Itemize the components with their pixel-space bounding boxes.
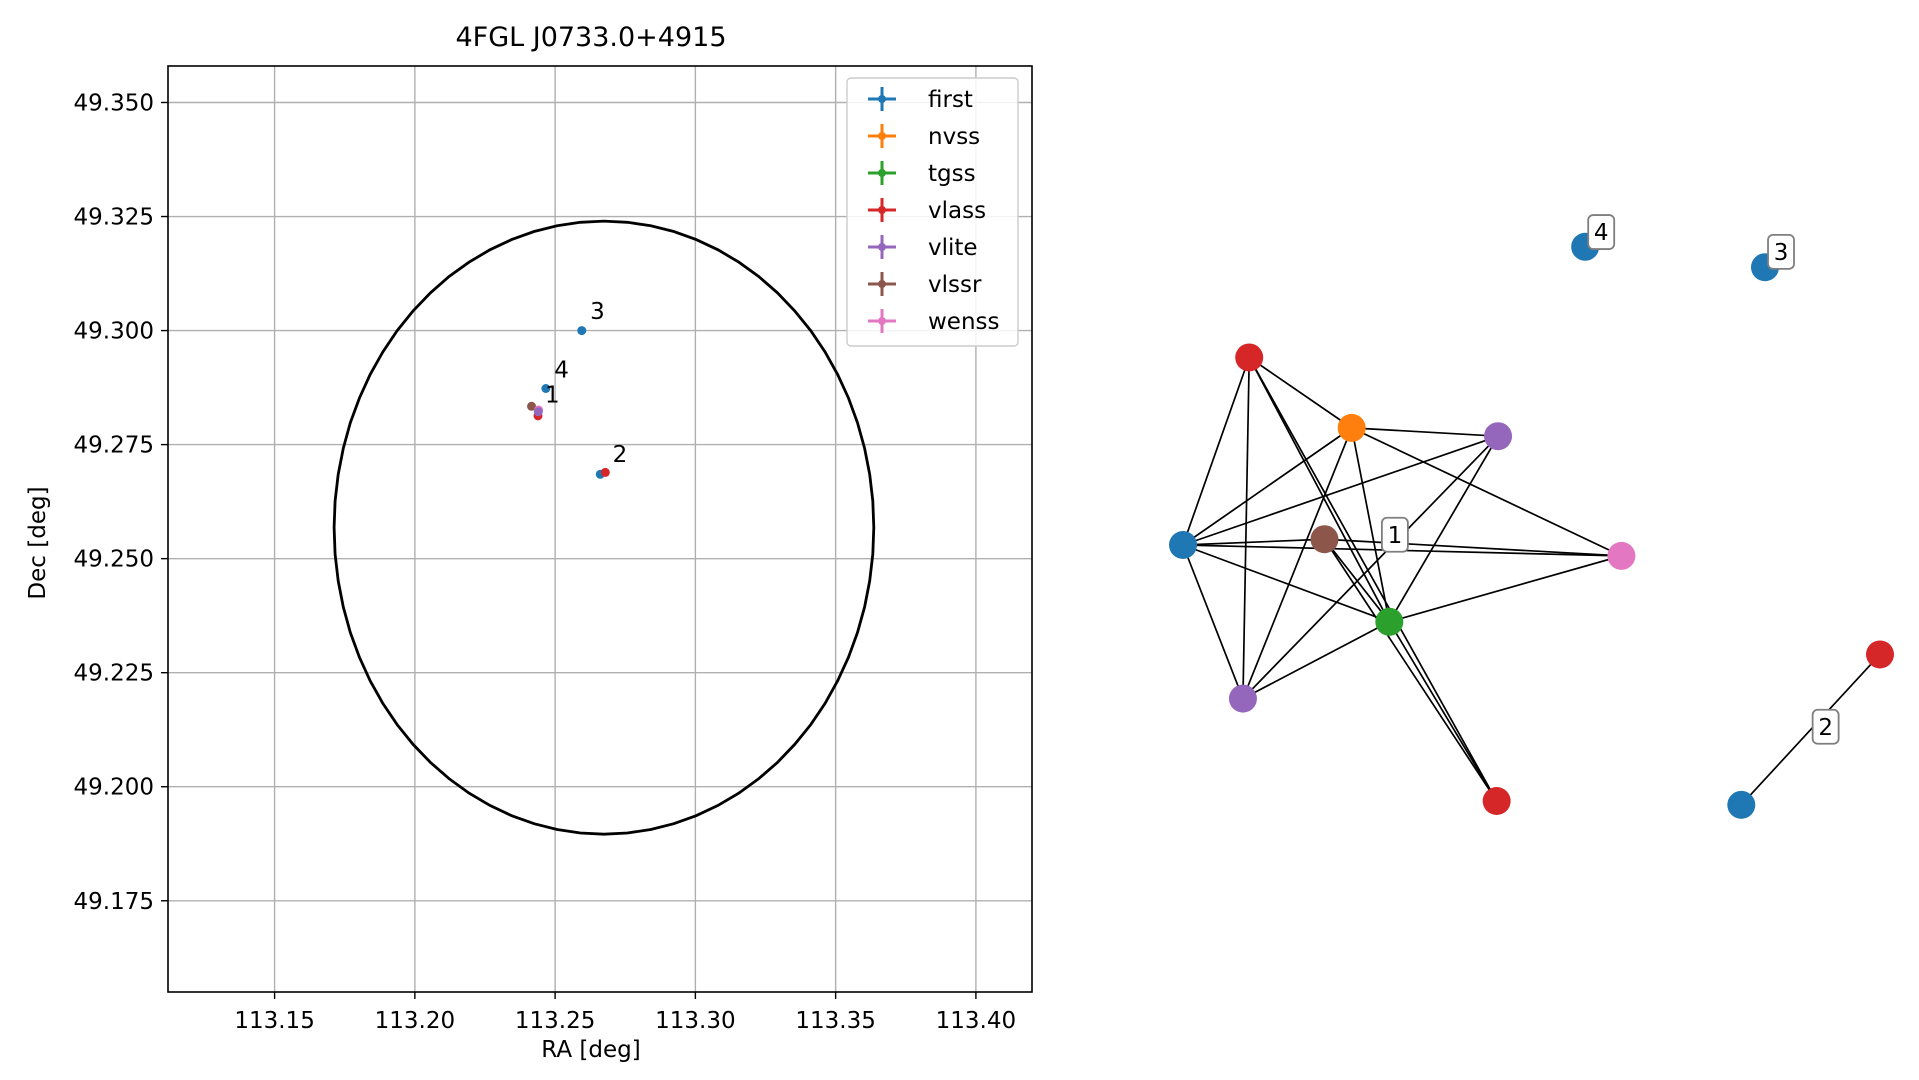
graph-edge (1389, 555, 1622, 623)
association-graph: 1 4 3 2 (1169, 214, 1894, 819)
x-tick-label: 113.35 (795, 1008, 875, 1034)
graph-labels: 1 4 3 2 (1380, 214, 1840, 745)
legend-marker-dot (878, 95, 886, 103)
y-tick-label: 49.175 (74, 889, 154, 915)
source-point-first (577, 326, 587, 336)
graph-node-vlass_a (1235, 343, 1264, 372)
y-axis-ticks: 49.175 49.200 49.225 49.250 49.275 49.300 49.3… (74, 90, 168, 915)
x-tick-label: 113.20 (375, 1008, 455, 1034)
graph-node-first_d (1727, 790, 1756, 819)
graph-node-vlite_b (1228, 684, 1257, 713)
graph-edge (1242, 427, 1353, 699)
graph-label-box (1380, 516, 1409, 553)
x-axis-label: RA [deg] (541, 1037, 640, 1063)
graph-edge (1182, 544, 1244, 699)
legend: first nvss tgss vlass vlite vlssr wenss (846, 77, 1019, 347)
graph-node-wenss_a (1607, 541, 1636, 570)
legend-marker-dot (878, 206, 886, 214)
legend-label-wenss: wenss (928, 309, 1000, 335)
x-tick-label: 113.40 (936, 1008, 1016, 1034)
graph-label: 3 (1774, 240, 1789, 266)
sky-position-plot: 3 41 2 113.15 113.20 113.25 113.30 113.35 113.4… (25, 22, 1033, 1063)
legend-label-vlass: vlass (928, 198, 986, 224)
graph-nodes (1169, 232, 1894, 819)
graph-edge (1242, 357, 1251, 699)
graph-edge (1388, 435, 1499, 623)
legend-box (846, 77, 1019, 347)
graph-edge (1248, 356, 1353, 429)
graph-edge (1351, 427, 1499, 438)
axes-frame (167, 65, 1033, 993)
localization-ellipse (332, 219, 876, 836)
graph-label: 1 (1388, 523, 1403, 549)
legend-label-first: first (928, 87, 973, 113)
source-labels: 3 41 2 (545, 299, 627, 468)
graph-edge (1182, 544, 1390, 623)
x-tick-label: 113.15 (234, 1008, 314, 1034)
legend-marker-dot (878, 132, 886, 140)
graph-node-nvss_a (1337, 413, 1366, 442)
graph-node-vlass_b (1482, 787, 1511, 815)
y-tick-label: 49.350 (74, 90, 154, 116)
graph-node-vlass_c (1866, 640, 1894, 669)
y-tick-label: 49.250 (74, 547, 154, 573)
graph-edge (1242, 621, 1390, 700)
graph-node-tgss_a (1375, 607, 1404, 636)
source-point-first (541, 384, 551, 394)
x-axis-ticks: 113.15 113.20 113.25 113.30 113.35 113.40 (234, 992, 1016, 1034)
y-tick-label: 49.200 (74, 775, 154, 801)
source-label: 2 (613, 442, 628, 468)
graph-edge (1388, 621, 1498, 802)
legend-label-vlssr: vlssr (928, 272, 982, 298)
source-point-vlite (533, 407, 543, 417)
legend-label-tgss: tgss (928, 161, 976, 187)
graph-edge (1182, 427, 1353, 546)
source-point-vlssr (527, 401, 537, 411)
graph-edge (1182, 435, 1499, 546)
graph-edge (1248, 357, 1391, 623)
graph-edges (1182, 356, 1881, 806)
source-label: 3 (590, 299, 605, 325)
y-tick-label: 49.275 (74, 433, 154, 459)
graph-edge (1182, 357, 1251, 546)
graph-edge (1248, 357, 1498, 802)
graph-label: 2 (1818, 715, 1833, 741)
graph-edge (1350, 427, 1391, 622)
x-tick-label: 113.25 (515, 1008, 595, 1034)
source-point-vlass (600, 467, 610, 477)
graph-label-box (1587, 214, 1616, 250)
graph-edge (1324, 538, 1622, 557)
graph-edge (1740, 653, 1881, 806)
source-label: 1 (545, 383, 560, 409)
graph-label-box (1811, 708, 1840, 745)
graph-node-vlite_a (1484, 422, 1513, 451)
legend-marker-dot (878, 280, 886, 288)
graph-edge (1351, 427, 1622, 557)
graph-node-vlssr_a (1310, 525, 1339, 554)
y-tick-label: 49.225 (74, 661, 154, 687)
x-tick-label: 113.30 (655, 1008, 735, 1034)
graph-edge (1182, 538, 1325, 546)
source-label: 4 (554, 358, 569, 384)
graph-label: 4 (1594, 220, 1609, 246)
legend-marker-dot (878, 317, 886, 325)
legend-marker-dot (878, 243, 886, 251)
y-tick-label: 49.325 (74, 205, 154, 231)
y-axis-label: Dec [deg] (25, 486, 51, 599)
graph-edge (1323, 538, 1390, 623)
legend-marker-dot (878, 169, 886, 177)
chart-title: 4FGL J0733.0+4915 (455, 22, 726, 53)
graph-node-first_a (1169, 531, 1197, 559)
graph-edge (1323, 538, 1498, 802)
legend-label-nvss: nvss (928, 124, 980, 150)
graph-edge (1242, 435, 1499, 700)
graph-label-box (1767, 233, 1795, 270)
legend-label-vlite: vlite (928, 235, 978, 261)
y-tick-label: 49.300 (74, 319, 154, 345)
source-points (527, 326, 610, 479)
